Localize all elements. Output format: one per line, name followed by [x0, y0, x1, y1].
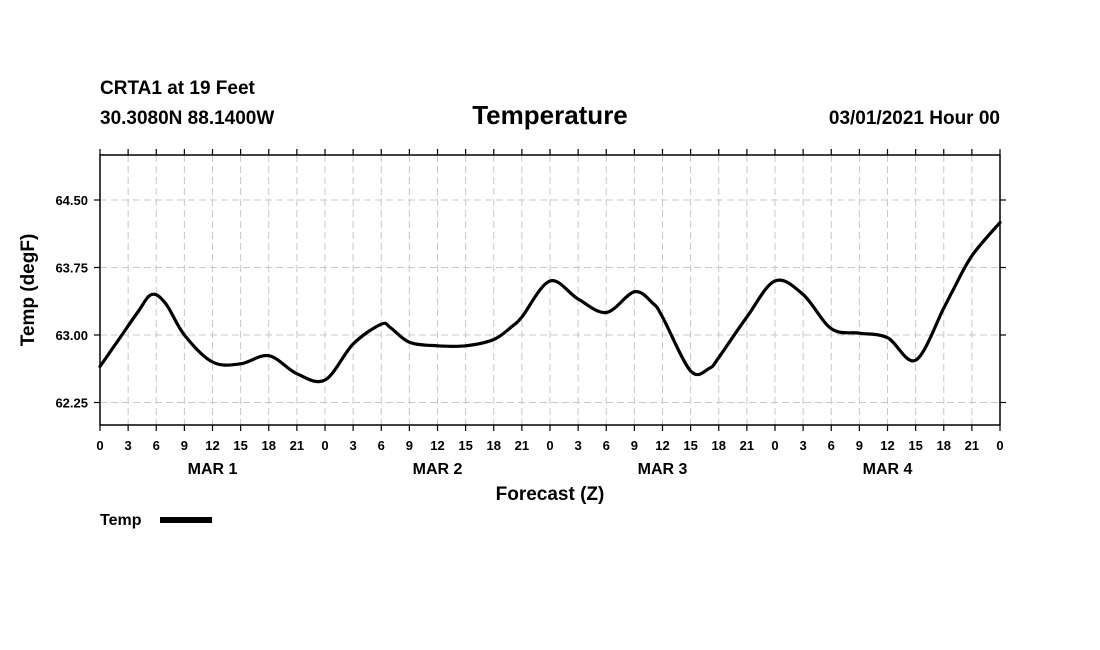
- x-tick-label: 18: [262, 438, 276, 453]
- x-tick-label: 3: [125, 438, 132, 453]
- x-tick-label: 9: [406, 438, 413, 453]
- x-tick-label: 9: [631, 438, 638, 453]
- datetime-label: 03/01/2021 Hour 00: [829, 108, 1000, 129]
- x-tick-label: 6: [603, 438, 610, 453]
- day-label: MAR 2: [413, 461, 463, 478]
- x-tick-label: 6: [378, 438, 385, 453]
- x-tick-label: 9: [181, 438, 188, 453]
- y-tick-label: 62.25: [55, 396, 88, 411]
- x-axis: 0 3 6 9 12 15 18 21 0 3 6 9 12 15 18 21 0 3 6 9 12 15 18 21 0 3 6 9…: [96, 149, 1004, 453]
- x-tick-label: 3: [575, 438, 582, 453]
- x-tick-label: 0: [546, 438, 553, 453]
- series-line-group: [98, 220, 1002, 384]
- day-labels: MAR 1 MAR 2 MAR 3 MAR 4: [188, 461, 913, 478]
- y-axis: 62.25 63.00 63.75 64.50: [55, 193, 1006, 411]
- x-tick-label: 18: [712, 438, 726, 453]
- x-tick-label: 12: [880, 438, 894, 453]
- y-tick-label: 63.75: [55, 261, 88, 276]
- x-tick-label: 3: [350, 438, 357, 453]
- legend-label: Temp: [100, 512, 142, 529]
- day-label: MAR 3: [638, 461, 688, 478]
- x-tick-label: 21: [965, 438, 979, 453]
- x-tick-label: 0: [321, 438, 328, 453]
- chart-title: Temperature: [472, 100, 628, 130]
- x-axis-label: Forecast (Z): [496, 484, 605, 505]
- day-label: MAR 1: [188, 461, 238, 478]
- x-tick-label: 21: [740, 438, 754, 453]
- x-tick-label: 21: [290, 438, 304, 453]
- x-tick-label: 12: [205, 438, 219, 453]
- station-label: CRTA1 at 19 Feet: [100, 78, 256, 99]
- x-tick-label: 0: [96, 438, 103, 453]
- x-tick-label: 12: [430, 438, 444, 453]
- temp-series-line: [98, 220, 1002, 384]
- x-tick-label: 6: [153, 438, 160, 453]
- day-label: MAR 4: [863, 461, 913, 478]
- legend: Temp: [100, 512, 212, 529]
- x-tick-label: 21: [515, 438, 529, 453]
- grid: [100, 155, 1000, 425]
- x-tick-label: 0: [996, 438, 1003, 453]
- x-tick-label: 0: [771, 438, 778, 453]
- x-tick-label: 12: [655, 438, 669, 453]
- y-axis-label: Temp (degF): [18, 234, 39, 347]
- y-tick-label: 64.50: [55, 193, 88, 208]
- x-tick-label: 15: [458, 438, 472, 453]
- x-tick-label: 18: [487, 438, 501, 453]
- x-tick-label: 6: [828, 438, 835, 453]
- y-tick-label: 63.00: [55, 328, 88, 343]
- x-tick-label: 3: [800, 438, 807, 453]
- x-tick-label: 15: [233, 438, 247, 453]
- x-tick-label: 15: [908, 438, 922, 453]
- coordinates-label: 30.3080N 88.1400W: [100, 108, 274, 129]
- x-tick-label: 18: [937, 438, 951, 453]
- x-tick-label: 9: [856, 438, 863, 453]
- x-tick-label: 15: [683, 438, 697, 453]
